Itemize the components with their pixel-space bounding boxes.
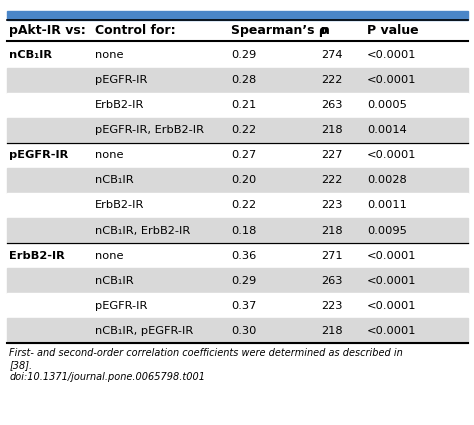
Bar xyxy=(7,293,468,318)
Text: ErbB2-IR: ErbB2-IR xyxy=(95,100,144,110)
Bar xyxy=(7,193,468,218)
Text: <0.0001: <0.0001 xyxy=(367,301,417,311)
Text: 0.29: 0.29 xyxy=(231,50,256,60)
Text: 218: 218 xyxy=(321,326,342,336)
Text: nCB₁IR: nCB₁IR xyxy=(95,276,133,286)
Text: 0.0014: 0.0014 xyxy=(367,125,407,135)
Text: 271: 271 xyxy=(321,251,342,261)
Text: 0.21: 0.21 xyxy=(231,100,256,110)
Text: 218: 218 xyxy=(321,125,342,135)
Text: 0.0028: 0.0028 xyxy=(367,176,407,185)
Text: nCB₁IR, ErbB2-IR: nCB₁IR, ErbB2-IR xyxy=(95,226,190,235)
Text: <0.0001: <0.0001 xyxy=(367,75,417,85)
Text: n: n xyxy=(321,24,329,37)
Text: 0.0011: 0.0011 xyxy=(367,201,407,210)
Text: 227: 227 xyxy=(321,150,342,160)
Text: 222: 222 xyxy=(321,176,342,185)
Text: <0.0001: <0.0001 xyxy=(367,150,417,160)
Text: 0.0005: 0.0005 xyxy=(367,100,407,110)
Text: 222: 222 xyxy=(321,75,342,85)
Text: pEGFR-IR: pEGFR-IR xyxy=(95,75,147,85)
Text: 223: 223 xyxy=(321,301,342,311)
Text: 0.22: 0.22 xyxy=(231,201,256,210)
Text: pEGFR-IR: pEGFR-IR xyxy=(9,150,69,160)
Text: pAkt-IR vs:: pAkt-IR vs: xyxy=(9,24,86,37)
Bar xyxy=(7,318,468,343)
Text: 0.20: 0.20 xyxy=(231,176,256,185)
Bar xyxy=(7,243,468,268)
Bar xyxy=(7,168,468,193)
Text: pEGFR-IR, ErbB2-IR: pEGFR-IR, ErbB2-IR xyxy=(95,125,204,135)
Text: ErbB2-IR: ErbB2-IR xyxy=(9,251,65,261)
Text: 0.30: 0.30 xyxy=(231,326,256,336)
Bar xyxy=(7,143,468,168)
Text: 0.29: 0.29 xyxy=(231,276,256,286)
Text: 0.28: 0.28 xyxy=(231,75,256,85)
Text: none: none xyxy=(95,251,123,261)
Bar xyxy=(7,20,468,41)
Text: 0.18: 0.18 xyxy=(231,226,256,235)
Text: 0.22: 0.22 xyxy=(231,125,256,135)
Bar xyxy=(7,42,468,68)
Bar xyxy=(7,93,468,118)
Text: <0.0001: <0.0001 xyxy=(367,50,417,60)
Text: nCB₁IR, pEGFR-IR: nCB₁IR, pEGFR-IR xyxy=(95,326,193,336)
Text: nCB₁IR: nCB₁IR xyxy=(9,50,53,60)
Text: 0.36: 0.36 xyxy=(231,251,256,261)
Text: none: none xyxy=(95,150,123,160)
Text: <0.0001: <0.0001 xyxy=(367,276,417,286)
Text: none: none xyxy=(95,50,123,60)
Text: First- and second-order correlation coefficients were determined as described in: First- and second-order correlation coef… xyxy=(9,348,403,382)
Bar xyxy=(7,118,468,143)
Text: pEGFR-IR: pEGFR-IR xyxy=(95,301,147,311)
Bar xyxy=(7,68,468,93)
Text: nCB₁IR: nCB₁IR xyxy=(95,176,133,185)
Text: 0.0095: 0.0095 xyxy=(367,226,407,235)
Text: 263: 263 xyxy=(321,100,342,110)
Text: 223: 223 xyxy=(321,201,342,210)
Text: Spearman’s ρ: Spearman’s ρ xyxy=(231,24,328,37)
Text: ErbB2-IR: ErbB2-IR xyxy=(95,201,144,210)
Bar xyxy=(7,218,468,243)
Bar xyxy=(7,11,468,20)
Text: 263: 263 xyxy=(321,276,342,286)
Text: <0.0001: <0.0001 xyxy=(367,251,417,261)
Text: 0.27: 0.27 xyxy=(231,150,256,160)
Text: <0.0001: <0.0001 xyxy=(367,326,417,336)
Bar xyxy=(7,268,468,293)
Text: 218: 218 xyxy=(321,226,342,235)
Text: P value: P value xyxy=(367,24,419,37)
Text: Control for:: Control for: xyxy=(95,24,175,37)
Text: 0.37: 0.37 xyxy=(231,301,256,311)
Text: 274: 274 xyxy=(321,50,342,60)
